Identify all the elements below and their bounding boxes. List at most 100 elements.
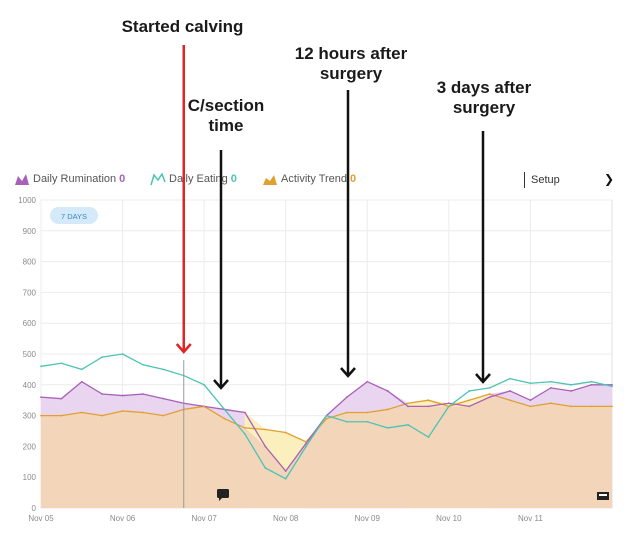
rumination-point (244, 411, 246, 414)
eating-point (284, 477, 287, 480)
notes-icon-line (599, 494, 607, 496)
activity-point (244, 427, 246, 429)
x-tick-label: Nov 07 (191, 514, 217, 523)
y-tick-label: 200 (23, 442, 37, 451)
eating-point (509, 377, 511, 380)
eating-point (264, 467, 267, 469)
comment-icon-tail (219, 497, 223, 501)
activity-point (223, 417, 226, 420)
rumination-point (345, 396, 348, 399)
rumination-point (305, 442, 308, 445)
eating-point (386, 427, 389, 429)
activity-point (427, 399, 430, 402)
x-tick-label: Nov 05 (28, 514, 54, 523)
eating-point (407, 423, 409, 426)
activity-point (611, 405, 613, 408)
eating-point (488, 386, 491, 389)
rumination-point (284, 470, 287, 472)
y-tick-label: 500 (23, 350, 37, 359)
rumination-point (509, 390, 511, 392)
rumination-point (386, 390, 389, 392)
activity-point (549, 402, 552, 405)
rumination-point (611, 383, 613, 386)
activity-point (284, 431, 287, 434)
rumination-point (488, 396, 491, 399)
setup-button[interactable]: Setup (524, 172, 560, 188)
activity-point (101, 414, 104, 417)
y-tick-label: 400 (23, 381, 37, 390)
rumination-point (447, 402, 450, 405)
legend-label-rumination: Daily Rumination (33, 173, 117, 185)
legend-count-rumination: 0 (119, 173, 126, 185)
rumination-point (162, 397, 165, 400)
y-tick-label: 600 (23, 319, 37, 328)
legend-label-activity: Activity Trend (281, 173, 348, 185)
rumination-point (468, 405, 471, 408)
rumination-point (570, 390, 573, 392)
eating-point (468, 390, 471, 392)
activity-point (488, 393, 491, 395)
y-tick-label: 100 (23, 473, 37, 482)
seven-days-badge[interactable]: 7 DAYS (50, 207, 98, 224)
eating-point (549, 380, 552, 383)
rumination-point (549, 386, 552, 389)
y-tick-label: 700 (23, 288, 37, 297)
chevron-down-icon[interactable]: ❯ (604, 172, 615, 186)
annotation-arrow-head (340, 367, 356, 378)
activity-point (345, 411, 348, 414)
seven-days-badge-label: 7 DAYS (61, 212, 87, 221)
eating-point (203, 383, 206, 386)
annotation-started-calving: Started calving (121, 17, 244, 36)
annotation-12-hours-after-surgery: 12 hours after surgery (294, 44, 408, 83)
activity-point (325, 417, 328, 420)
eating-point (427, 436, 430, 439)
rumination-point (101, 393, 104, 395)
seven-days-badge-bg (50, 207, 98, 224)
eating-point (80, 368, 83, 371)
legend-item-activity[interactable]: Activity Trend 0 (262, 172, 356, 186)
eating-point (366, 420, 369, 423)
eating-point (345, 420, 348, 423)
activity-point (60, 414, 63, 417)
rumination-point (366, 380, 369, 383)
eating-point (223, 408, 226, 411)
y-tick-label: 1000 (18, 196, 36, 205)
activity-area-icon (263, 175, 277, 185)
activity-point (529, 405, 532, 408)
activity-point (468, 399, 471, 402)
y-tick-label: 900 (23, 227, 37, 236)
eating-point (305, 445, 308, 448)
eating-point (40, 365, 42, 368)
legend-count-activity: 0 (350, 173, 357, 185)
eating-point (611, 385, 613, 388)
activity-point (305, 440, 308, 443)
activity-point (40, 414, 42, 417)
activity-point (203, 405, 206, 408)
legend-item-rumination[interactable]: Daily Rumination 0 (14, 172, 125, 186)
activity-point (264, 428, 267, 431)
annotation-arrow-head (175, 343, 192, 354)
activity-point (80, 411, 83, 414)
legend-count-eating: 0 (230, 173, 237, 185)
activity-point (407, 402, 409, 405)
eating-point (142, 363, 144, 366)
eating-point (590, 380, 593, 383)
rumination-point (264, 445, 267, 448)
rumination-point (427, 405, 430, 408)
x-tick-label: Nov 11 (518, 514, 543, 523)
annotation-arrow-head (213, 379, 229, 390)
activity-point (142, 411, 144, 414)
annotation-csection-time: C/section time (187, 96, 265, 135)
x-tick-label: Nov 08 (273, 514, 299, 523)
activity-point (366, 411, 369, 414)
eating-point (162, 368, 165, 371)
rumination-point (142, 393, 144, 395)
activity-point (162, 414, 165, 417)
y-tick-label: 300 (23, 412, 37, 421)
x-tick-label: Nov 06 (110, 514, 136, 523)
rumination-point (590, 383, 593, 386)
rumination-point (60, 397, 63, 400)
y-tick-label: 0 (32, 504, 37, 513)
x-tick-label: Nov 10 (436, 514, 462, 523)
